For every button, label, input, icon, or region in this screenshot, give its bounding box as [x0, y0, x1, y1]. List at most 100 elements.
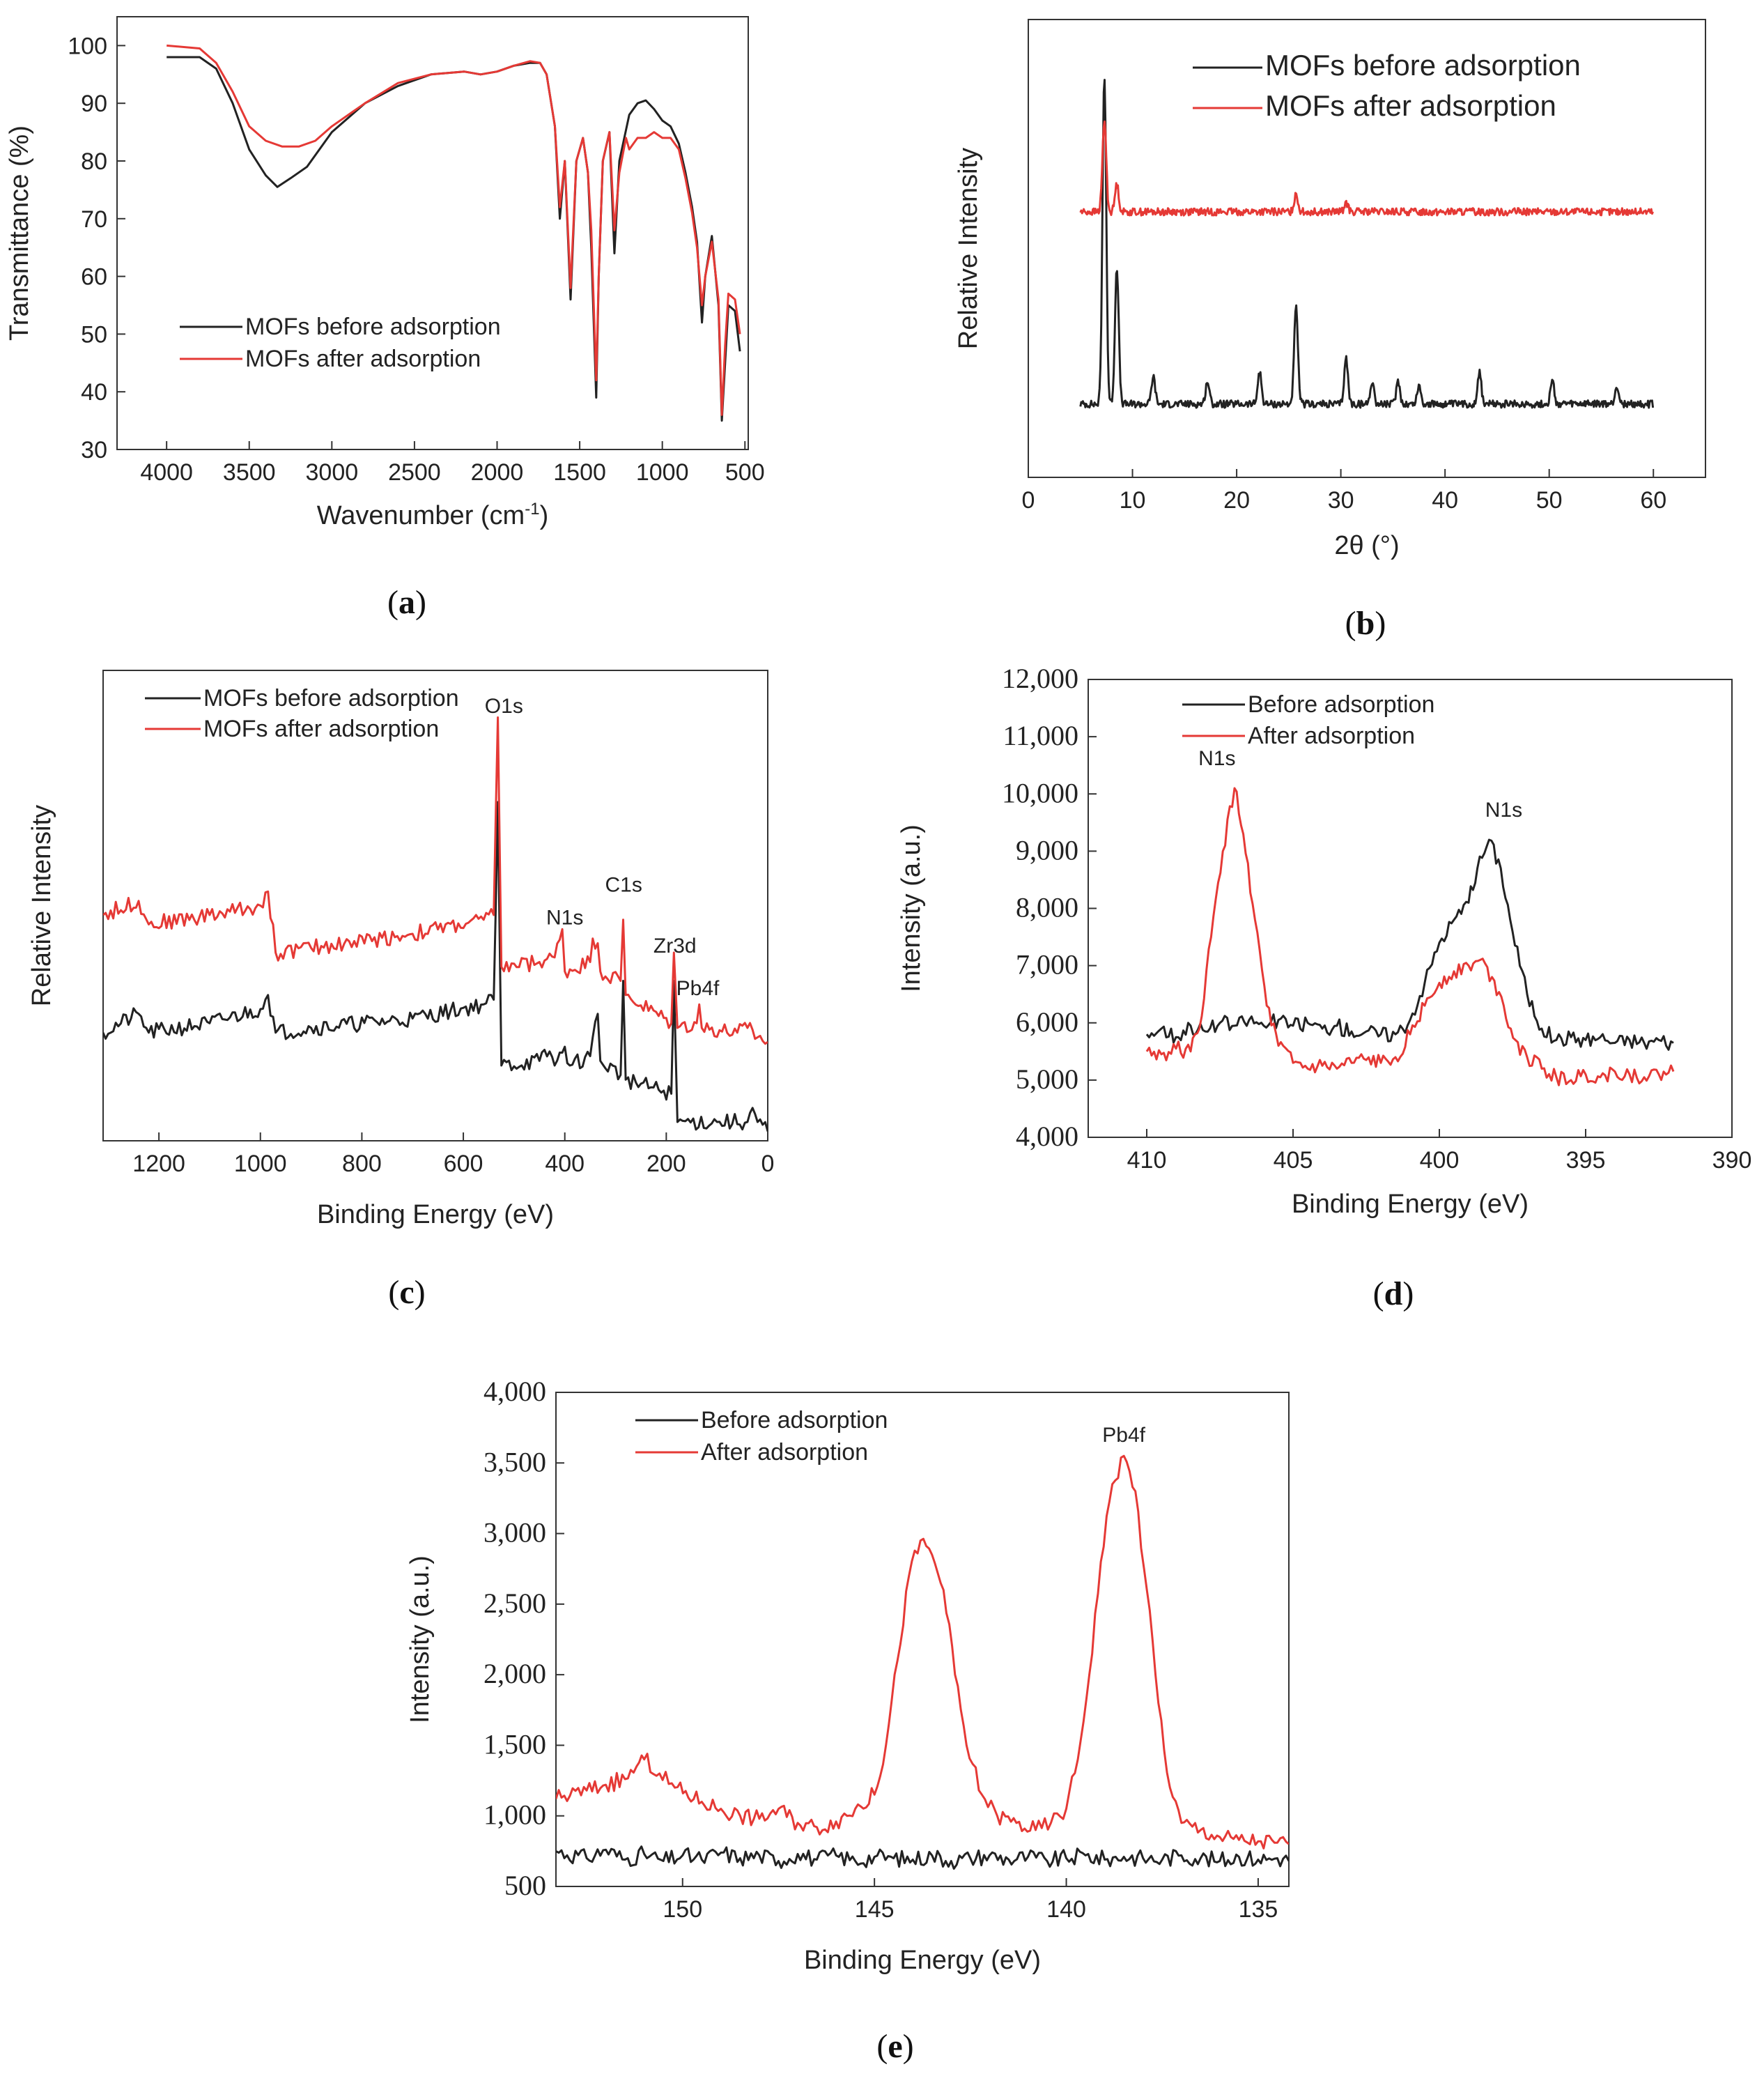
series-line-e-1: [556, 1454, 1289, 1850]
series-line-e-0: [556, 1845, 1289, 1870]
y-tick-label-a: 40: [81, 379, 107, 406]
panel-label-b: (b): [1345, 605, 1386, 642]
annotation-c-3: Zr3d: [653, 935, 697, 958]
chart-d: 410 405 400 395 390 4,000 5,000 6,000 7,000 8,000…: [897, 663, 1751, 1312]
legend-label-c-1: MOFs after adsorption: [203, 716, 439, 742]
x-tick-label-d: 400: [1420, 1147, 1460, 1174]
x-tick-label-a: 1500: [553, 459, 606, 486]
legend-label-b-0: MOFs before adsorption: [1265, 49, 1581, 82]
chart-c: 1200 1000 800 600 400 200 0 Binding Energy (eV)…: [27, 670, 774, 1311]
x-tick-label-c: 400: [545, 1151, 585, 1177]
x-tick-label-e: 135: [1239, 1896, 1278, 1923]
annotation-c-4: Pb4f: [676, 977, 720, 1000]
x-axis-label-d: Binding Energy (eV): [1292, 1190, 1529, 1219]
x-tick-label-a: 500: [725, 459, 765, 486]
x-tick-label-c: 1200: [132, 1151, 185, 1177]
chart-a: 4000 3500 3000 2500 2000 1500 1000 500 30 40 50 60 7…: [5, 16, 765, 621]
y-tick-label-d: 8,000: [1016, 892, 1078, 923]
panel-label-c: (c): [388, 1274, 425, 1311]
y-tick-label-d: 5,000: [1016, 1063, 1078, 1095]
legend-label-d-1: After adsorption: [1248, 723, 1415, 749]
panel-label-a: (a): [387, 584, 426, 621]
y-tick-label-a: 50: [81, 321, 107, 348]
plot-frame-c: [102, 670, 768, 1141]
plot-frame-b: [1028, 19, 1706, 478]
y-axis-label-d: Intensity (a.u.): [897, 824, 926, 992]
chart-e: 150 145 140 135 500 1,000 1,500 2,000 2,500 3,000…: [405, 1376, 1290, 2065]
x-tick-label-b: 40: [1432, 487, 1458, 514]
x-tick-label-c: 1000: [234, 1151, 287, 1177]
y-axis-label-b: Relative Intensity: [954, 148, 983, 349]
x-tick-label-a: 3500: [223, 459, 276, 486]
series-line-a-1: [167, 44, 741, 416]
series-line-b-1: [1079, 120, 1654, 217]
x-tick-label-c: 200: [647, 1151, 686, 1177]
y-tick-label-e: 1,500: [483, 1728, 546, 1760]
chart-b: 0 10 20 30 40 50 60 2θ (°) Relative Intensity MOF…: [954, 19, 1706, 642]
y-tick-label-d: 9,000: [1016, 834, 1078, 866]
x-tick-label-b: 10: [1120, 487, 1146, 514]
y-axis-label-a: Transmittance (%): [5, 125, 34, 341]
x-tick-label-e: 145: [855, 1896, 895, 1923]
legend-label-a-0: MOFs before adsorption: [245, 314, 501, 340]
x-tick-label-b: 20: [1223, 487, 1250, 514]
y-tick-label-d: 11,000: [1003, 720, 1078, 751]
annotation-d-0: N1s: [1198, 747, 1235, 770]
panel-label-e: (e): [876, 2028, 913, 2065]
x-tick-label-b: 0: [1022, 487, 1035, 514]
x-tick-label-d: 390: [1712, 1147, 1752, 1174]
legend-label-a-1: MOFs after adsorption: [245, 346, 481, 372]
plot-frame-a: [116, 16, 749, 450]
x-tick-label-e: 140: [1046, 1896, 1086, 1923]
x-tick-label-b: 50: [1536, 487, 1563, 514]
y-axis-label-c: Relative Intensity: [27, 805, 56, 1006]
series-line-c-1: [103, 716, 768, 1045]
y-tick-label-d: 4,000: [1016, 1121, 1078, 1152]
y-tick-label-a: 30: [81, 437, 107, 463]
x-tick-label-a: 2500: [388, 459, 441, 486]
x-axis-label-a: Wavenumber (cm-1): [317, 500, 548, 530]
y-tick-label-a: 100: [68, 33, 107, 59]
y-tick-label-e: 3,500: [483, 1446, 546, 1477]
y-tick-label-a: 70: [81, 206, 107, 233]
x-tick-label-a: 2000: [471, 459, 524, 486]
y-tick-label-d: 10,000: [1002, 777, 1078, 808]
series-line-b-0: [1079, 79, 1655, 409]
legend-label-c-0: MOFs before adsorption: [203, 685, 459, 712]
x-tick-label-d: 410: [1127, 1147, 1167, 1174]
legend-label-d-0: Before adsorption: [1248, 691, 1434, 718]
series-line-d-0: [1145, 838, 1674, 1051]
x-axis-label-e: Binding Energy (eV): [804, 1946, 1041, 1975]
x-tick-label-a: 4000: [140, 459, 193, 486]
annotation-c-1: N1s: [546, 907, 583, 930]
annotation-c-0: O1s: [485, 695, 523, 718]
y-tick-label-a: 80: [81, 148, 107, 175]
x-tick-label-c: 0: [761, 1151, 775, 1177]
series-line-c-0: [103, 801, 768, 1132]
y-axis-label-e: Intensity (a.u.): [405, 1555, 435, 1723]
x-tick-label-c: 800: [342, 1151, 382, 1177]
y-tick-label-d: 6,000: [1016, 1006, 1078, 1038]
x-axis-label-b: 2θ (°): [1334, 531, 1399, 560]
x-tick-label-e: 150: [663, 1896, 702, 1923]
legend-label-e-0: Before adsorption: [701, 1407, 888, 1433]
annotation-c-2: C1s: [605, 873, 642, 896]
annotation-e-0: Pb4f: [1102, 1424, 1145, 1447]
y-tick-label-e: 1,000: [483, 1799, 546, 1831]
x-tick-label-a: 3000: [306, 459, 359, 486]
x-tick-label-d: 405: [1274, 1147, 1313, 1174]
y-tick-label-e: 3,000: [483, 1517, 546, 1548]
y-tick-label-d: 12,000: [1002, 663, 1078, 694]
y-tick-label-e: 2,000: [483, 1658, 546, 1689]
y-tick-label-a: 60: [81, 264, 107, 291]
series-line-d-1: [1145, 787, 1675, 1086]
panel-label-d: (d): [1373, 1275, 1414, 1312]
y-tick-label-d: 7,000: [1016, 949, 1078, 981]
x-tick-label-b: 60: [1640, 487, 1666, 514]
y-tick-label-e: 4,000: [483, 1376, 546, 1407]
x-tick-label-b: 30: [1328, 487, 1354, 514]
x-tick-label-c: 600: [444, 1151, 483, 1177]
y-tick-label-e: 500: [504, 1870, 546, 1901]
plot-frame-e: [555, 1392, 1290, 1887]
